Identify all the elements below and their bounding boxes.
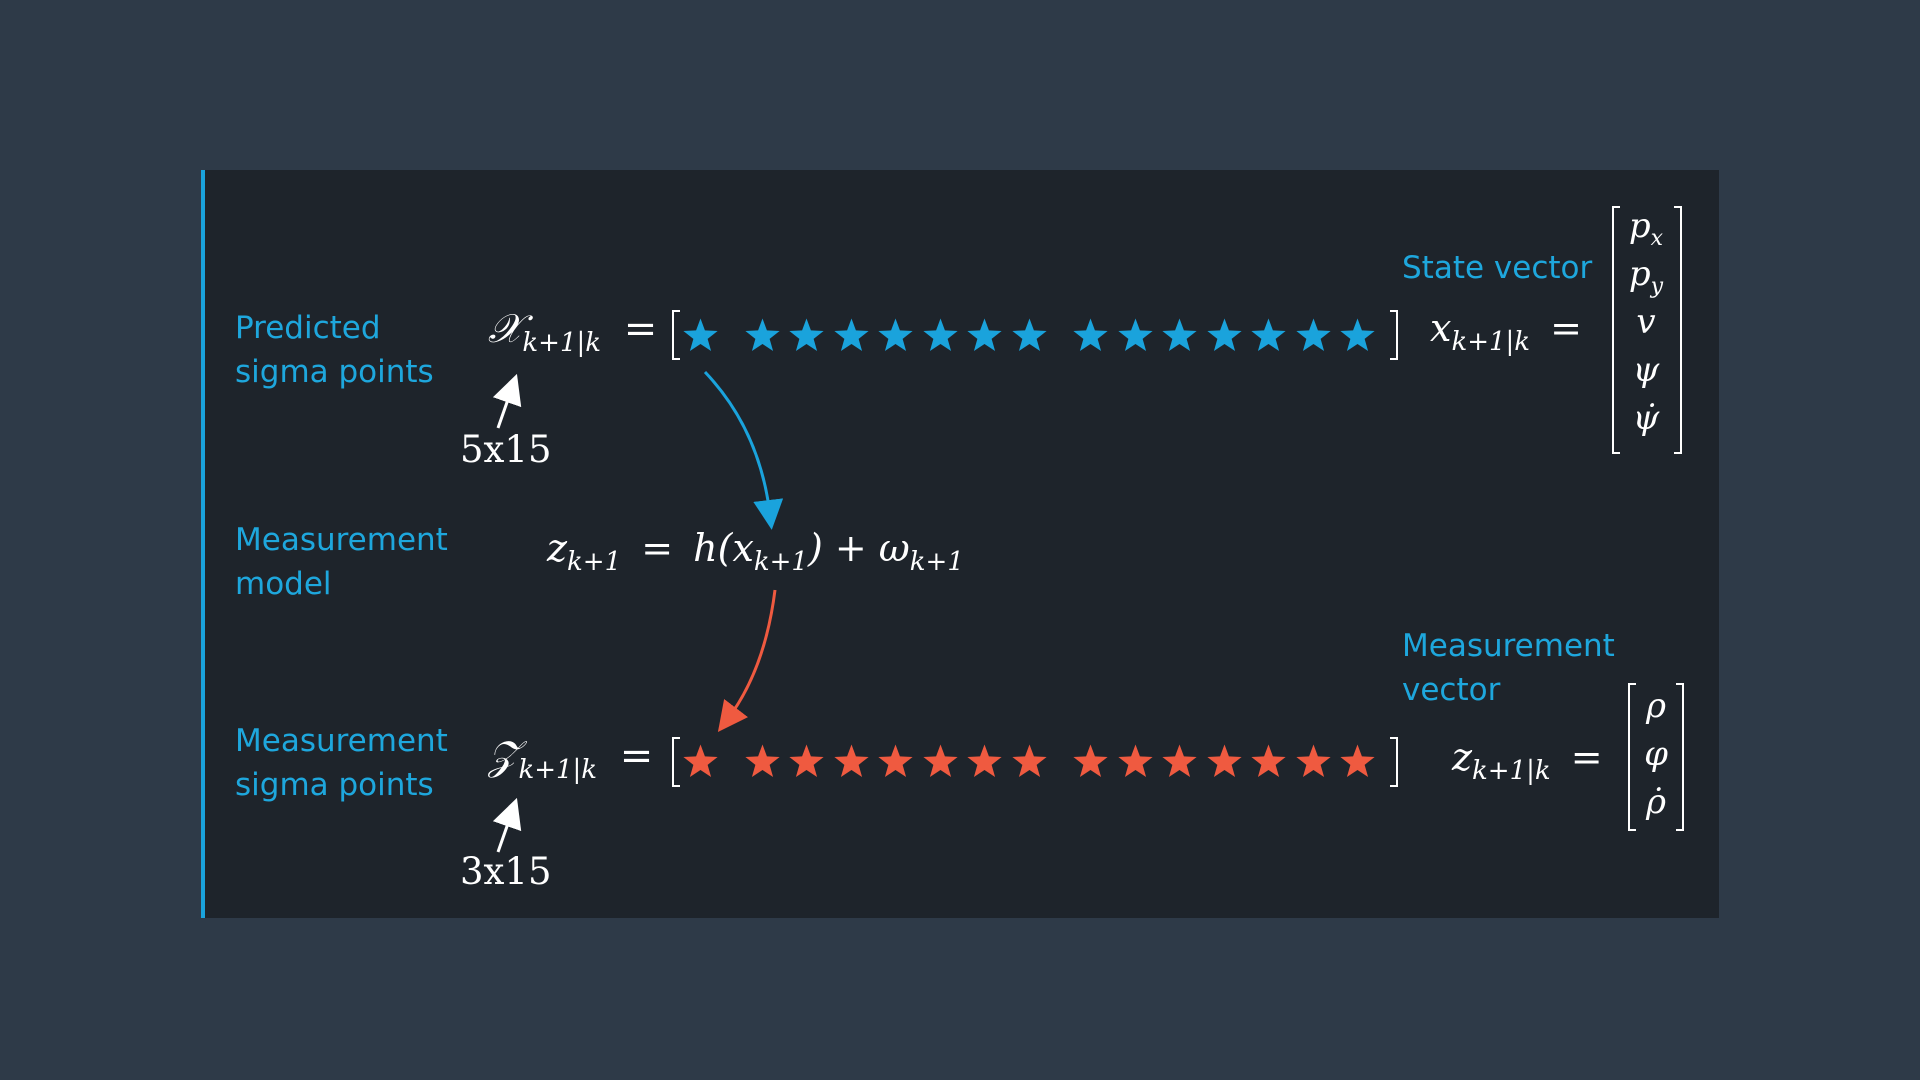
state-vector-bracket-left xyxy=(1612,206,1620,454)
measurement-star-9 xyxy=(1117,743,1154,780)
measurement-star-10 xyxy=(1161,743,1198,780)
diagram-panel xyxy=(201,170,1719,918)
measurement-star-6 xyxy=(966,743,1003,780)
measurement-star-11 xyxy=(1206,743,1243,780)
state-vector-entry-2: v xyxy=(1636,302,1656,342)
predicted-star-12 xyxy=(1250,317,1287,354)
predicted-star-3 xyxy=(833,317,870,354)
state-vector-entry-4: ψ̇ xyxy=(1632,398,1660,438)
predicted-star-1 xyxy=(744,317,781,354)
measurement-star-4 xyxy=(877,743,914,780)
measurement-star-1 xyxy=(744,743,781,780)
meas-vector-bracket-left xyxy=(1628,683,1636,831)
mm-lhs: z xyxy=(547,526,568,570)
meas-vector-bracket-right xyxy=(1676,683,1684,831)
predicted-star-6 xyxy=(966,317,1003,354)
meas-sigma-equals: = xyxy=(619,733,654,779)
meas-sigma-subscript: k+1|k xyxy=(518,755,598,785)
meas-sigma-symbol: 𝒵 xyxy=(488,733,519,779)
predicted-star-13 xyxy=(1295,317,1332,354)
measurement-sigma-label: Measurement sigma points xyxy=(235,723,448,803)
measurement-bracket-right xyxy=(1390,737,1398,787)
meas-vector-entry-2: ρ̇ xyxy=(1646,782,1666,822)
measurement-dimension: 3x15 xyxy=(460,850,552,893)
meas-vector-entry-0: ρ xyxy=(1646,686,1666,726)
predicted-equals: = xyxy=(623,306,658,352)
measurement-star-5 xyxy=(922,743,959,780)
predicted-sigma-equation: 𝒳k+1|k = xyxy=(488,306,657,358)
predicted-star-14 xyxy=(1339,317,1376,354)
state-equals: = xyxy=(1550,306,1582,350)
meas-lhs-sub: k+1|k xyxy=(1472,756,1551,786)
measurement-model-equation: zk+1 = h(xk+1) + ωk+1 xyxy=(547,526,964,577)
measurement-sigma-equation: 𝒵k+1|k = xyxy=(488,733,653,785)
predicted-star-8 xyxy=(1072,317,1109,354)
predicted-star-9 xyxy=(1117,317,1154,354)
state-vector-entry-0: px xyxy=(1628,206,1664,251)
predicted-star-10 xyxy=(1161,317,1198,354)
state-vector-bracket-right xyxy=(1674,206,1682,454)
panel-accent-bar xyxy=(201,170,205,918)
predicted-star-5 xyxy=(922,317,959,354)
measurement-star-14 xyxy=(1339,743,1376,780)
predicted-star-2 xyxy=(788,317,825,354)
mm-h: h(x xyxy=(693,526,754,570)
predicted-dimension: 5x15 xyxy=(460,428,552,471)
meas-equals: = xyxy=(1570,735,1603,779)
predicted-star-7 xyxy=(1011,317,1048,354)
measurement-vector-label: Measurement vector xyxy=(1402,628,1615,708)
state-vector-entry-1: py xyxy=(1628,254,1664,299)
state-lhs-sub: k+1|k xyxy=(1451,327,1531,357)
measurement-bracket-left xyxy=(672,737,680,787)
predicted-star-11 xyxy=(1206,317,1243,354)
state-vector-entry-3: ψ xyxy=(1632,350,1660,390)
state-vector-label: State vector xyxy=(1402,250,1593,286)
state-lhs: x xyxy=(1430,306,1452,350)
measurement-star-12 xyxy=(1250,743,1287,780)
mm-equals: = xyxy=(641,526,674,570)
predicted-bracket-right xyxy=(1390,310,1398,360)
predicted-bracket-left xyxy=(672,310,680,360)
measurement-star-0 xyxy=(682,743,719,780)
state-vector-equation: xk+1|k = xyxy=(1430,306,1582,357)
mm-lhs-sub: k+1 xyxy=(567,547,622,577)
measurement-model-label: Measurement model xyxy=(235,522,448,602)
meas-vector-entry-1: φ xyxy=(1644,734,1668,774)
mm-omega-sub: k+1 xyxy=(909,547,964,577)
predicted-subscript: k+1|k xyxy=(522,328,602,358)
measurement-star-2 xyxy=(788,743,825,780)
predicted-star-4 xyxy=(877,317,914,354)
meas-lhs: z xyxy=(1452,735,1473,779)
mm-plus-omega: ) + ω xyxy=(807,526,910,570)
predicted-symbol: 𝒳 xyxy=(488,306,523,352)
measurement-vector-equation: zk+1|k = xyxy=(1452,735,1603,786)
mm-h-sub: k+1 xyxy=(753,547,808,577)
measurement-star-7 xyxy=(1011,743,1048,780)
measurement-star-8 xyxy=(1072,743,1109,780)
measurement-star-13 xyxy=(1295,743,1332,780)
predicted-sigma-label: Predicted sigma points xyxy=(235,310,434,390)
measurement-star-3 xyxy=(833,743,870,780)
predicted-star-0 xyxy=(682,317,719,354)
